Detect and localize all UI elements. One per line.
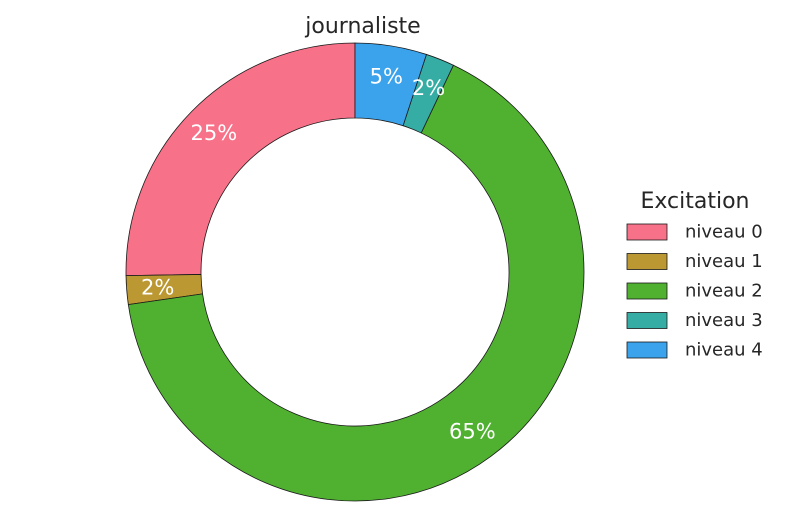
legend-label: niveau 3 [685,310,763,331]
slices-layer [125,42,585,502]
slice-label-niveau-2: 65% [449,419,496,443]
legend-label: niveau 1 [685,251,763,272]
legend-swatch [626,223,668,241]
legend-item-niveau-2: niveau 2 [626,281,763,302]
slice-label-niveau-1: 2% [141,276,174,300]
slice-labels-layer: 25% 2% 65% 2% 5% [141,64,496,443]
legend-swatch [626,253,668,270]
donut-slice-niveau-2 [127,64,585,502]
legend-label: niveau 4 [685,340,763,361]
legend-item-niveau-3: niveau 3 [626,310,763,331]
legend-title: Excitation [641,189,750,214]
legend-item-niveau-1: niveau 1 [626,251,763,272]
slice-label-niveau-0: 25% [191,121,238,145]
legend-swatch [626,282,668,300]
legend-label: niveau 0 [685,222,763,243]
slice-label-niveau-3: 2% [412,76,445,100]
legend-label: niveau 2 [685,281,763,302]
legend-swatch [626,341,668,359]
legend-swatch [626,312,668,329]
donut-slice-niveau-4 [354,42,427,127]
legend-items: niveau 0 niveau 1 niveau 2 niveau 3 niveau 4 [626,222,763,361]
legend-item-niveau-0: niveau 0 [626,222,763,243]
donut-slice-niveau-0 [125,42,356,277]
slice-label-niveau-4: 5% [370,64,403,88]
legend-item-niveau-4: niveau 4 [626,340,763,361]
chart-title: journaliste [304,14,420,39]
